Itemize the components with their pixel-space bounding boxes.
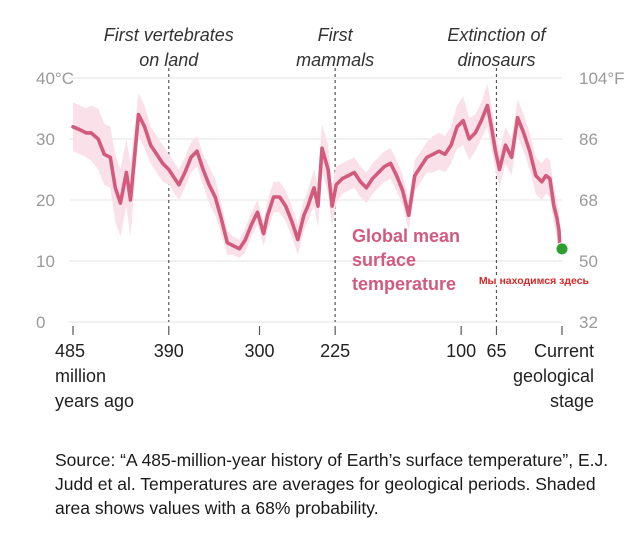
y-tick-right-10: 50 [579, 252, 598, 271]
x-tick-sublabel-485-0: million [55, 366, 106, 386]
event-label-65-0: Extinction of [447, 25, 547, 45]
series-line-0 [71, 103, 562, 251]
axes: 0 32 10 50 20 68 30 86 40°C 104°F 485 million years … [36, 69, 625, 411]
y-tick-right-20: 68 [579, 191, 598, 210]
x-tick-sublabel-0-0: geological [513, 366, 594, 386]
current-marker: Мы находимся здесь [478, 242, 591, 288]
y-tick-right-30: 86 [579, 130, 598, 149]
event-label-225-1: mammals [296, 50, 374, 70]
temperature-chart: First vertebrates on land First mammals Exti… [36, 25, 625, 411]
x-tick-sublabel-485-1: years ago [55, 391, 134, 411]
y-tick-left-40: 40°C [36, 69, 74, 88]
series-labels: Global mean surface temperature [352, 226, 460, 294]
event-label-225-0: First [318, 25, 354, 45]
x-tick-label-390: 390 [154, 341, 184, 361]
y-tick-left-20: 20 [36, 191, 55, 210]
source-note: Source: “A 485-million-year history of E… [55, 450, 609, 518]
x-tick-label-65: 65 [486, 341, 506, 361]
y-tick-right-0: 32 [579, 313, 598, 332]
event-markers: First vertebrates on land First mammals Exti… [104, 25, 547, 322]
x-tick-label-485: 485 [55, 341, 85, 361]
y-tick-left-0: 0 [36, 313, 45, 332]
x-tick-sublabel-0-1: stage [550, 391, 594, 411]
x-tick-label-225: 225 [320, 341, 350, 361]
x-tick-label-300: 300 [245, 341, 275, 361]
series-label-line-1: surface [352, 250, 416, 270]
series-label-line-2: temperature [352, 274, 456, 294]
temperature-series [71, 103, 562, 251]
event-label-390-1: on land [139, 50, 199, 70]
y-tick-left-30: 30 [36, 130, 55, 149]
event-label-390-0: First vertebrates [104, 25, 234, 45]
series-label-line-0: Global mean [352, 226, 460, 246]
current-position-label: Мы находимся здесь [479, 275, 590, 287]
x-tick-label-0: Current [534, 341, 594, 361]
x-tick-label-100: 100 [446, 341, 476, 361]
event-label-65-1: dinosaurs [457, 50, 535, 70]
y-tick-left-10: 10 [36, 252, 55, 271]
y-tick-right-40: 104°F [579, 69, 625, 88]
current-position-dot [555, 242, 569, 256]
